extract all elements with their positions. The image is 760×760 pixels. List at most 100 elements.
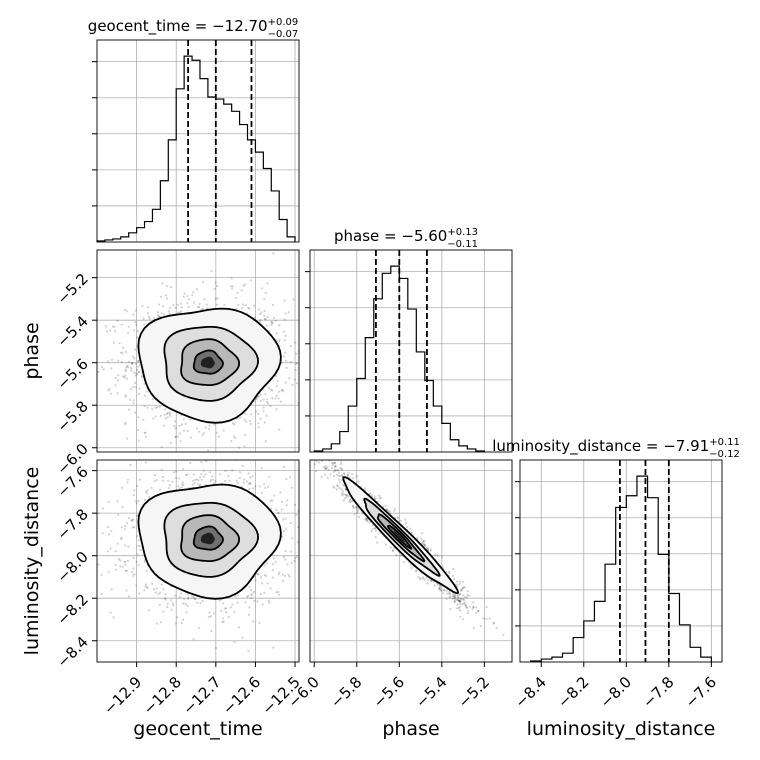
- scatter-point: [120, 360, 123, 364]
- scatter-point: [120, 526, 124, 529]
- scatter-point: [285, 359, 288, 362]
- scatter-point: [281, 580, 285, 583]
- scatter-point: [174, 622, 177, 625]
- scatter-point: [452, 567, 455, 571]
- scatter-point: [251, 475, 254, 478]
- scatter-point: [128, 408, 131, 411]
- scatter-point: [283, 339, 286, 342]
- scatter-point: [123, 308, 126, 311]
- scatter-point: [134, 362, 138, 365]
- scatter-point: [110, 588, 113, 591]
- scatter-point: [294, 368, 297, 372]
- scatter-point: [463, 586, 466, 589]
- scatter-point: [345, 496, 348, 499]
- scatter-point: [147, 609, 150, 612]
- scatter-point: [186, 294, 189, 298]
- scatter-point: [464, 604, 467, 607]
- scatter-point: [459, 615, 462, 618]
- scatter-point: [289, 360, 292, 363]
- scatter-point: [143, 394, 146, 397]
- scatter-point: [208, 424, 211, 427]
- scatter-point: [166, 605, 169, 609]
- scatter-point: [347, 471, 350, 474]
- scatter-point: [206, 307, 209, 310]
- scatter-point: [209, 480, 212, 483]
- scatter-point: [114, 376, 117, 379]
- scatter-point: [160, 446, 163, 449]
- scatter-point: [132, 567, 135, 570]
- scatter-point: [364, 517, 367, 520]
- scatter-point: [259, 312, 262, 316]
- scatter-point: [271, 569, 274, 572]
- scatter-point: [304, 359, 306, 361]
- scatter-point: [209, 615, 213, 618]
- scatter-point: [343, 472, 346, 475]
- scatter-point: [151, 398, 154, 401]
- scatter-point: [285, 527, 288, 530]
- scatter-point: [300, 548, 302, 550]
- scatter-point: [113, 325, 116, 328]
- scatter-point: [143, 431, 146, 434]
- scatter-point: [460, 589, 463, 592]
- scatter-point: [301, 368, 303, 370]
- scatter-point: [348, 476, 351, 479]
- scatter-point: [229, 606, 232, 609]
- scatter-point: [187, 597, 190, 601]
- scatter-point: [252, 620, 255, 623]
- scatter-point: [204, 426, 207, 429]
- scatter-point: [161, 479, 164, 482]
- scatter-point: [264, 318, 267, 321]
- scatter-point: [277, 397, 280, 400]
- scatter-point: [332, 470, 335, 474]
- scatter-point: [281, 388, 284, 391]
- scatter-point: [150, 486, 153, 489]
- scatter-point: [126, 366, 129, 369]
- scatter-point: [272, 562, 275, 566]
- scatter-point: [294, 378, 297, 381]
- scatter-point: [233, 611, 236, 614]
- scatter-point: [136, 365, 140, 368]
- scatter-point: [356, 507, 359, 510]
- scatter-point: [197, 305, 201, 308]
- scatter-point: [130, 369, 133, 372]
- scatter-point: [179, 311, 182, 314]
- scatter-point: [200, 478, 203, 481]
- scatter-point: [341, 494, 344, 497]
- scatter-point: [177, 485, 180, 488]
- scatter-point: [276, 379, 279, 382]
- scatter-point: [160, 468, 163, 471]
- scatter-point: [378, 497, 381, 500]
- scatter-point: [261, 603, 264, 606]
- scatter-point: [231, 469, 234, 472]
- scatter-point: [202, 469, 205, 472]
- scatter-point: [290, 561, 293, 565]
- scatter-point: [270, 320, 273, 324]
- scatter-point: [238, 476, 241, 480]
- scatter-point: [284, 334, 287, 337]
- scatter-point: [304, 528, 306, 530]
- scatter-point: [110, 358, 114, 361]
- scatter-point: [183, 598, 186, 601]
- scatter-point: [137, 539, 140, 542]
- scatter-point: [192, 596, 195, 599]
- scatter-point: [295, 382, 299, 385]
- scatter-point: [460, 597, 463, 600]
- scatter-point: [267, 386, 271, 390]
- scatter-point: [260, 582, 263, 585]
- scatter-point: [199, 601, 202, 605]
- scatter-point: [266, 315, 269, 318]
- scatter-point: [262, 483, 266, 486]
- scatter-point: [266, 400, 269, 403]
- scatter-point: [193, 301, 196, 304]
- scatter-point: [283, 556, 286, 559]
- scatter-point: [277, 340, 280, 343]
- scatter-point: [275, 385, 278, 388]
- scatter-point: [148, 317, 151, 320]
- scatter-point: [228, 479, 231, 482]
- scatter-point: [166, 411, 169, 414]
- scatter-point: [47, 347, 49, 349]
- scatter-point: [266, 582, 269, 585]
- scatter-point: [271, 303, 275, 307]
- scatter-point: [222, 620, 225, 623]
